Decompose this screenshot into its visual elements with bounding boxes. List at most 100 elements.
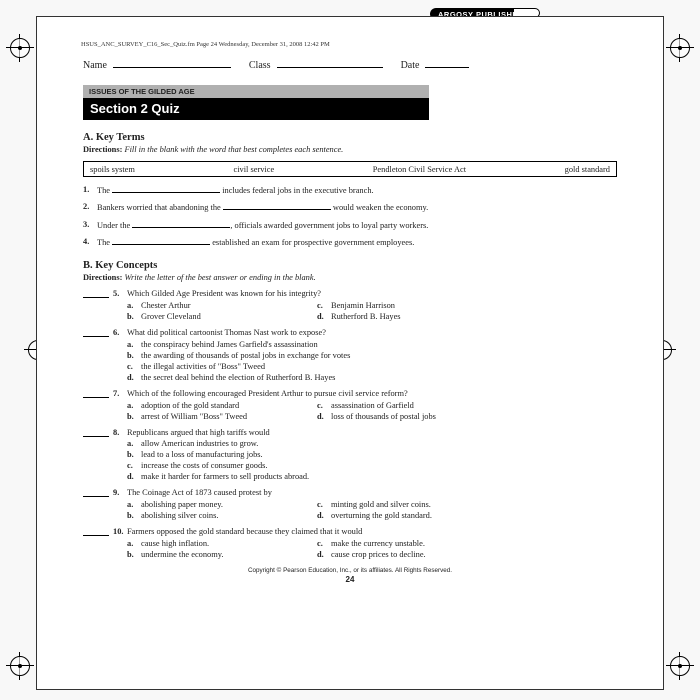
- mc-item: 10.Farmers opposed the gold standard bec…: [83, 527, 617, 561]
- fill-post: would weaken the economy.: [331, 203, 428, 212]
- option: a.the conspiracy behind James Garfield's…: [127, 340, 617, 351]
- options: a.the conspiracy behind James Garfield's…: [127, 340, 617, 384]
- crop-mark-icon: [666, 34, 694, 62]
- question-stem: Which Gilded Age President was known for…: [127, 289, 617, 300]
- options: a.abolishing paper money.c.minting gold …: [127, 500, 617, 522]
- copyright: Copyright © Pearson Education, Inc., or …: [83, 567, 617, 574]
- options: a.adoption of the gold standardc.assassi…: [127, 401, 617, 423]
- directions-text: Fill in the blank with the word that bes…: [124, 145, 343, 154]
- options: a.cause high inflation.c.make the curren…: [127, 539, 617, 561]
- option: d.the secret deal behind the election of…: [127, 373, 617, 384]
- question-number: 9.: [113, 488, 119, 499]
- class-field[interactable]: [277, 57, 383, 68]
- answer-blank[interactable]: [83, 535, 109, 536]
- fill-post: established an exam for prospective gove…: [210, 238, 414, 247]
- title-bar: Section 2 Quiz: [83, 98, 429, 120]
- fill-list: The includes federal jobs in the executi…: [83, 184, 617, 248]
- question-stem: Which of the following encouraged Presid…: [127, 389, 617, 400]
- crop-mark-icon: [666, 652, 694, 680]
- option: b.lead to a loss of manufacturing jobs.: [127, 450, 617, 461]
- question-stem: The Coinage Act of 1873 caused protest b…: [127, 488, 617, 499]
- section-b-directions: Directions: Write the letter of the best…: [83, 273, 617, 282]
- answer-blank[interactable]: [83, 436, 109, 437]
- options: a.allow American industries to grow.b.le…: [127, 439, 617, 483]
- fill-pre: Bankers worried that abandoning the: [97, 203, 223, 212]
- option: a.adoption of the gold standard: [127, 401, 317, 412]
- option: b.Grover Cleveland: [127, 312, 317, 323]
- directions-label: Directions:: [83, 273, 122, 282]
- option: c.the illegal activities of "Boss" Tweed: [127, 362, 617, 373]
- name-field[interactable]: [113, 57, 231, 68]
- name-label: Name: [83, 60, 107, 71]
- term: civil service: [233, 165, 274, 174]
- fill-item: Bankers worried that abandoning the woul…: [83, 201, 617, 213]
- question-stem: What did political cartoonist Thomas Nas…: [127, 328, 617, 339]
- option: a.cause high inflation.: [127, 539, 317, 550]
- option: d.overturning the gold standard.: [317, 511, 507, 522]
- option: d.cause crop prices to decline.: [317, 550, 507, 561]
- option: d.loss of thousands of postal jobs: [317, 412, 507, 423]
- option: d.Rutherford B. Hayes: [317, 312, 507, 323]
- option: c.make the currency unstable.: [317, 539, 507, 550]
- blank-field[interactable]: [112, 236, 210, 245]
- option: a.allow American industries to grow.: [127, 439, 617, 450]
- fill-post: includes federal jobs in the executive b…: [220, 186, 373, 195]
- options: a.Chester Arthurc.Benjamin Harrisonb.Gro…: [127, 301, 617, 323]
- fill-post: , officials awarded government jobs to l…: [230, 221, 428, 230]
- page-number: 24: [83, 575, 617, 584]
- mc-list: 5. Which Gilded Age President was known f…: [83, 289, 617, 560]
- option: a.Chester Arthur: [127, 301, 317, 312]
- fill-item: The established an exam for prospective …: [83, 236, 617, 248]
- option: d.make it harder for farmers to sell pro…: [127, 472, 617, 483]
- option: b.arrest of William "Boss" Tweed: [127, 412, 317, 423]
- question-number: 7.: [113, 389, 119, 400]
- mc-item: 9. The Coinage Act of 1873 caused protest…: [83, 488, 617, 522]
- mc-item: 6. What did political cartoonist Thomas N…: [83, 328, 617, 384]
- answer-blank[interactable]: [83, 397, 109, 398]
- question-number: 6.: [113, 328, 119, 339]
- crop-mark-icon: [6, 34, 34, 62]
- page-path: HSUS_ANC_SURVEY_C16_Sec_Quiz.fm Page 24 …: [81, 41, 330, 48]
- section-a-directions: Directions: Fill in the blank with the w…: [83, 145, 617, 154]
- blank-field[interactable]: [132, 219, 230, 228]
- option: a.abolishing paper money.: [127, 500, 317, 511]
- question-number: 8.: [113, 428, 119, 439]
- fill-item: The includes federal jobs in the executi…: [83, 184, 617, 196]
- mc-item: 8. Republicans argued that high tariffs w…: [83, 428, 617, 484]
- answer-blank[interactable]: [83, 496, 109, 497]
- answer-blank[interactable]: [83, 336, 109, 337]
- crop-mark-icon: [6, 652, 34, 680]
- fill-pre: The: [97, 238, 112, 247]
- option: c.Benjamin Harrison: [317, 301, 507, 312]
- question-stem: Republicans argued that high tariffs wou…: [127, 428, 617, 439]
- answer-blank[interactable]: [83, 297, 109, 298]
- topic-bar: ISSUES OF THE GILDED AGE: [83, 85, 429, 98]
- directions-label: Directions:: [83, 145, 122, 154]
- blank-field[interactable]: [223, 201, 331, 210]
- option: b.abolishing silver coins.: [127, 511, 317, 522]
- option: c.increase the costs of consumer goods.: [127, 461, 617, 472]
- page: HSUS_ANC_SURVEY_C16_Sec_Quiz.fm Page 24 …: [36, 16, 664, 690]
- term: Pendleton Civil Service Act: [373, 165, 466, 174]
- question-number: 5.: [113, 289, 119, 300]
- mc-item: 5. Which Gilded Age President was known f…: [83, 289, 617, 323]
- term: gold standard: [565, 165, 610, 174]
- date-label: Date: [401, 60, 420, 71]
- fill-pre: Under the: [97, 221, 132, 230]
- section-b-heading: B. Key Concepts: [83, 260, 617, 271]
- option: c.assassination of Garfield: [317, 401, 507, 412]
- fill-item: Under the , officials awarded government…: [83, 219, 617, 231]
- section-a-heading: A. Key Terms: [83, 132, 617, 143]
- date-field[interactable]: [425, 57, 469, 68]
- blank-field[interactable]: [112, 184, 220, 193]
- question-stem: Farmers opposed the gold standard becaus…: [127, 527, 617, 538]
- header-row: Name Class Date: [83, 57, 617, 71]
- term-box: spoils system civil service Pendleton Ci…: [83, 161, 617, 177]
- term: spoils system: [90, 165, 135, 174]
- option: c.minting gold and silver coins.: [317, 500, 507, 511]
- option: b.undermine the economy.: [127, 550, 317, 561]
- fill-pre: The: [97, 186, 112, 195]
- option: b.the awarding of thousands of postal jo…: [127, 351, 617, 362]
- mc-item: 7. Which of the following encouraged Pres…: [83, 389, 617, 423]
- class-label: Class: [249, 60, 271, 71]
